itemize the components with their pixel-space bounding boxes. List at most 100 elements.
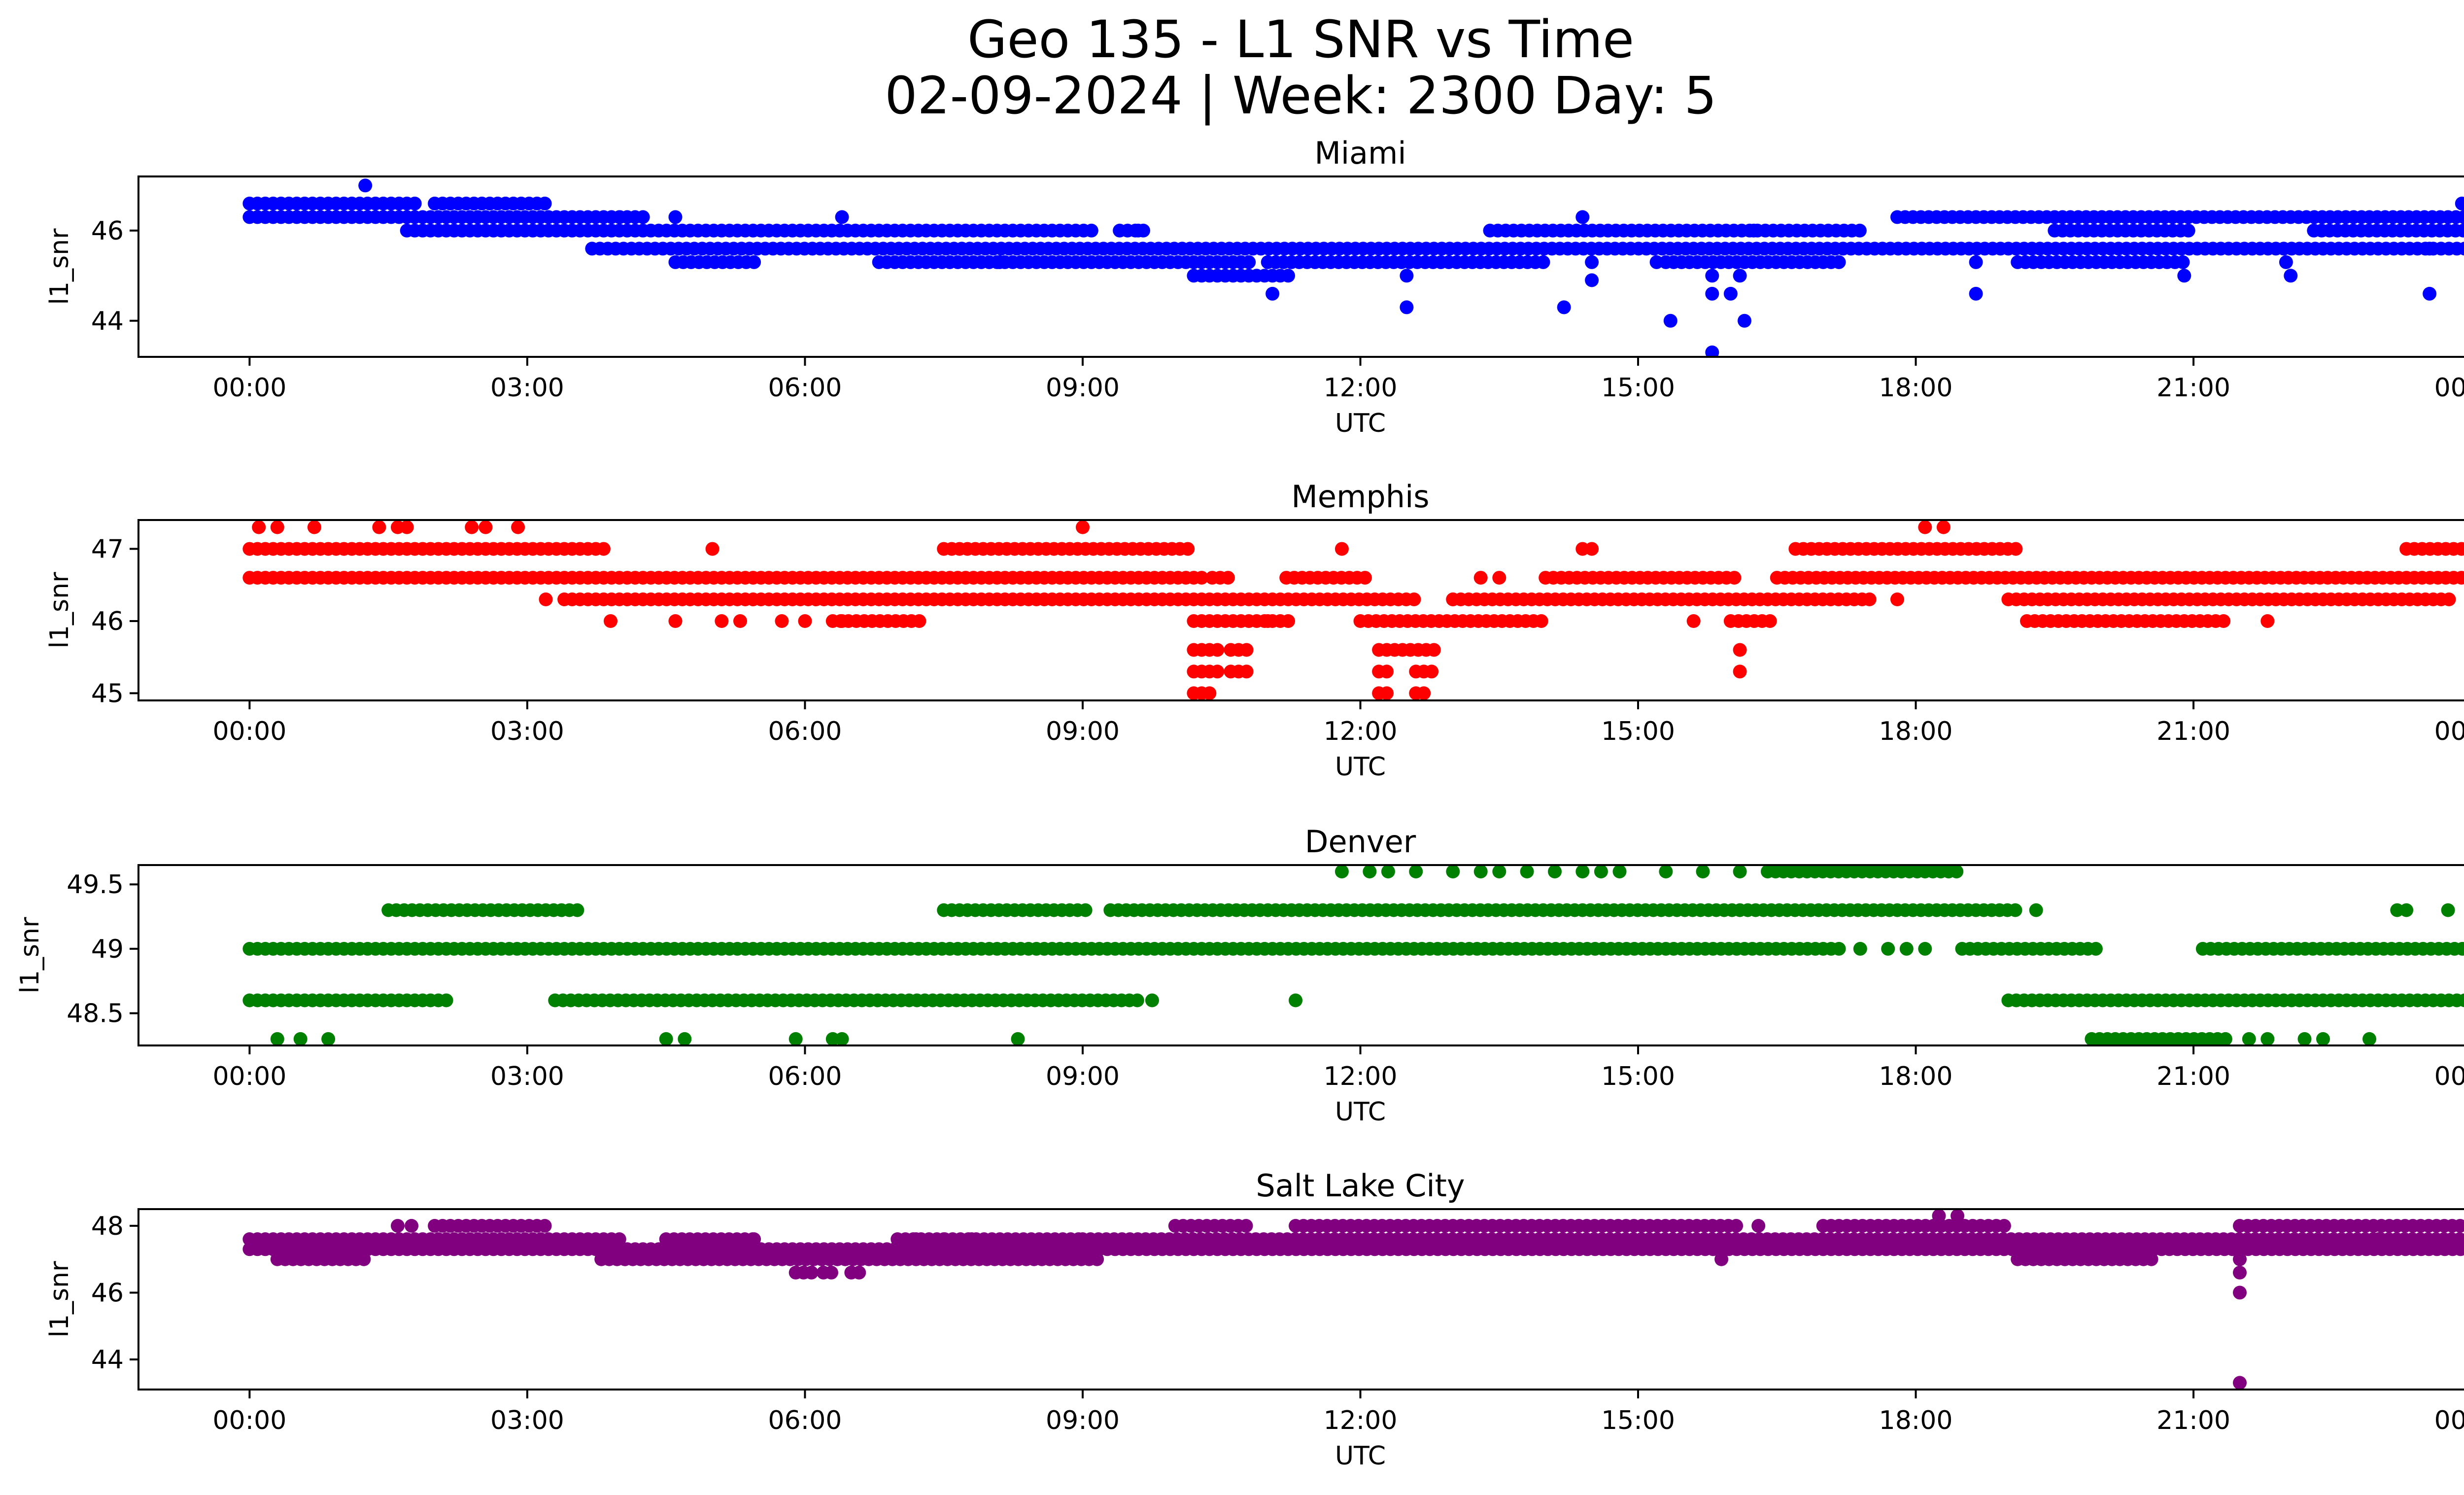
- data-point: [1335, 865, 1349, 879]
- data-point: [1289, 993, 1302, 1008]
- data-point: [2453, 1218, 2464, 1233]
- data-point: [2462, 544, 2464, 554]
- scatter-series: [242, 1209, 2464, 1390]
- data-point: [1733, 865, 1747, 879]
- data-point: [2029, 903, 2043, 917]
- data-point: [2279, 255, 2293, 269]
- scatter-series: [242, 520, 2464, 700]
- x-tick-label: 03:00: [490, 373, 564, 403]
- data-point: [1210, 664, 1225, 679]
- data-point: [1492, 571, 1506, 585]
- data-point: [1649, 255, 1664, 269]
- x-tick-label: 15:00: [1601, 373, 1675, 403]
- y-axis-label: l1_snr: [45, 1261, 74, 1338]
- data-point: [2233, 1286, 2247, 1300]
- data-point: [1131, 223, 1145, 238]
- subplot-title: Salt Lake City: [1256, 1168, 1465, 1204]
- x-tick-label: 21:00: [2156, 1062, 2230, 1091]
- x-axis-label: UTC: [1335, 1441, 1386, 1471]
- data-point: [1473, 571, 1488, 585]
- x-tick-label: 00:00: [212, 717, 286, 746]
- data-point: [2423, 286, 2437, 301]
- data-point: [835, 1032, 849, 1045]
- x-tick-label: 12:00: [1324, 1406, 1398, 1435]
- data-point: [1585, 273, 1599, 287]
- data-point: [1852, 223, 1867, 238]
- data-point: [1380, 686, 1394, 700]
- x-axis-label: UTC: [1335, 1097, 1386, 1127]
- x-tick-label: 21:00: [2156, 373, 2230, 403]
- data-point: [1696, 865, 1710, 879]
- data-point: [1727, 571, 1742, 585]
- data-point: [400, 520, 414, 534]
- x-tick-label: 12:00: [1324, 1062, 1398, 1091]
- data-point: [2461, 1233, 2464, 1246]
- data-point: [1417, 686, 1431, 700]
- data-point: [604, 614, 617, 628]
- data-point: [636, 210, 650, 224]
- data-point: [270, 520, 284, 534]
- data-point: [2462, 1244, 2464, 1255]
- data-point: [2181, 223, 2195, 238]
- subplot-denver: Denver 00:00 03:00 06:00 09:00 12:00 15:00 18:0…: [15, 824, 2464, 1127]
- data-point: [1751, 1218, 1766, 1233]
- data-point: [1534, 614, 1548, 628]
- x-tick-label: 00:00: [2434, 1062, 2464, 1091]
- y-axis-label: l1_snr: [45, 572, 74, 649]
- data-point: [1400, 269, 1414, 283]
- data-point: [2458, 993, 2464, 1008]
- data-point: [2297, 1032, 2312, 1045]
- data-point: [612, 1232, 626, 1246]
- data-point: [538, 196, 552, 210]
- data-point: [1997, 1218, 2011, 1233]
- data-point: [2233, 1252, 2247, 1266]
- data-point: [1380, 664, 1394, 679]
- data-point: [1594, 865, 1608, 879]
- data-point: [1090, 1252, 1104, 1266]
- x-tick-label: 09:00: [1046, 717, 1120, 746]
- x-tick-label: 09:00: [1046, 1062, 1120, 1091]
- subplot-salt-lake-city: Salt Lake City 00:00 03:00 06:00 09:00 12:00 1…: [45, 1168, 2464, 1471]
- x-tick-label: 00:00: [212, 1062, 286, 1091]
- data-point: [1932, 1209, 1946, 1223]
- y-axis-label: l1_snr: [15, 917, 45, 994]
- data-point: [2176, 255, 2190, 269]
- data-point: [798, 614, 812, 628]
- data-point: [2454, 1242, 2464, 1256]
- data-point: [705, 542, 719, 556]
- x-tick-label: 00:00: [2434, 717, 2464, 746]
- y-tick-label: 49.5: [67, 870, 124, 900]
- data-point: [1409, 865, 1423, 879]
- x-tick-label: 06:00: [768, 1406, 842, 1435]
- data-point: [1575, 542, 1590, 556]
- data-point: [1659, 865, 1673, 879]
- data-point: [1729, 1218, 1744, 1233]
- data-point: [964, 1232, 979, 1246]
- y-tick-label: 49: [91, 935, 124, 964]
- data-point: [678, 1032, 692, 1045]
- data-point: [1358, 571, 1372, 585]
- data-point: [1181, 542, 1195, 556]
- data-point: [1951, 1209, 1965, 1223]
- data-point: [2284, 269, 2298, 283]
- data-point: [252, 520, 266, 534]
- data-point: [1400, 300, 1414, 314]
- data-point: [2371, 1232, 2386, 1246]
- data-point: [835, 614, 849, 628]
- data-point: [1733, 269, 1747, 283]
- data-point: [1969, 255, 1983, 269]
- data-point: [2454, 542, 2464, 556]
- data-point: [1242, 255, 1256, 269]
- data-point: [775, 614, 789, 628]
- data-point: [2242, 1032, 2256, 1045]
- scatter-series: [242, 178, 2464, 357]
- data-point: [1492, 865, 1506, 879]
- data-point: [1084, 223, 1098, 238]
- data-point: [293, 1032, 308, 1045]
- figure-title: Geo 135 - L1 SNR vs Time: [967, 9, 1634, 70]
- data-point: [1407, 592, 1421, 606]
- x-tick-label: 00:00: [212, 373, 286, 403]
- data-point: [1918, 520, 1932, 534]
- y-tick-label: 45: [91, 679, 124, 708]
- data-point: [2423, 242, 2437, 256]
